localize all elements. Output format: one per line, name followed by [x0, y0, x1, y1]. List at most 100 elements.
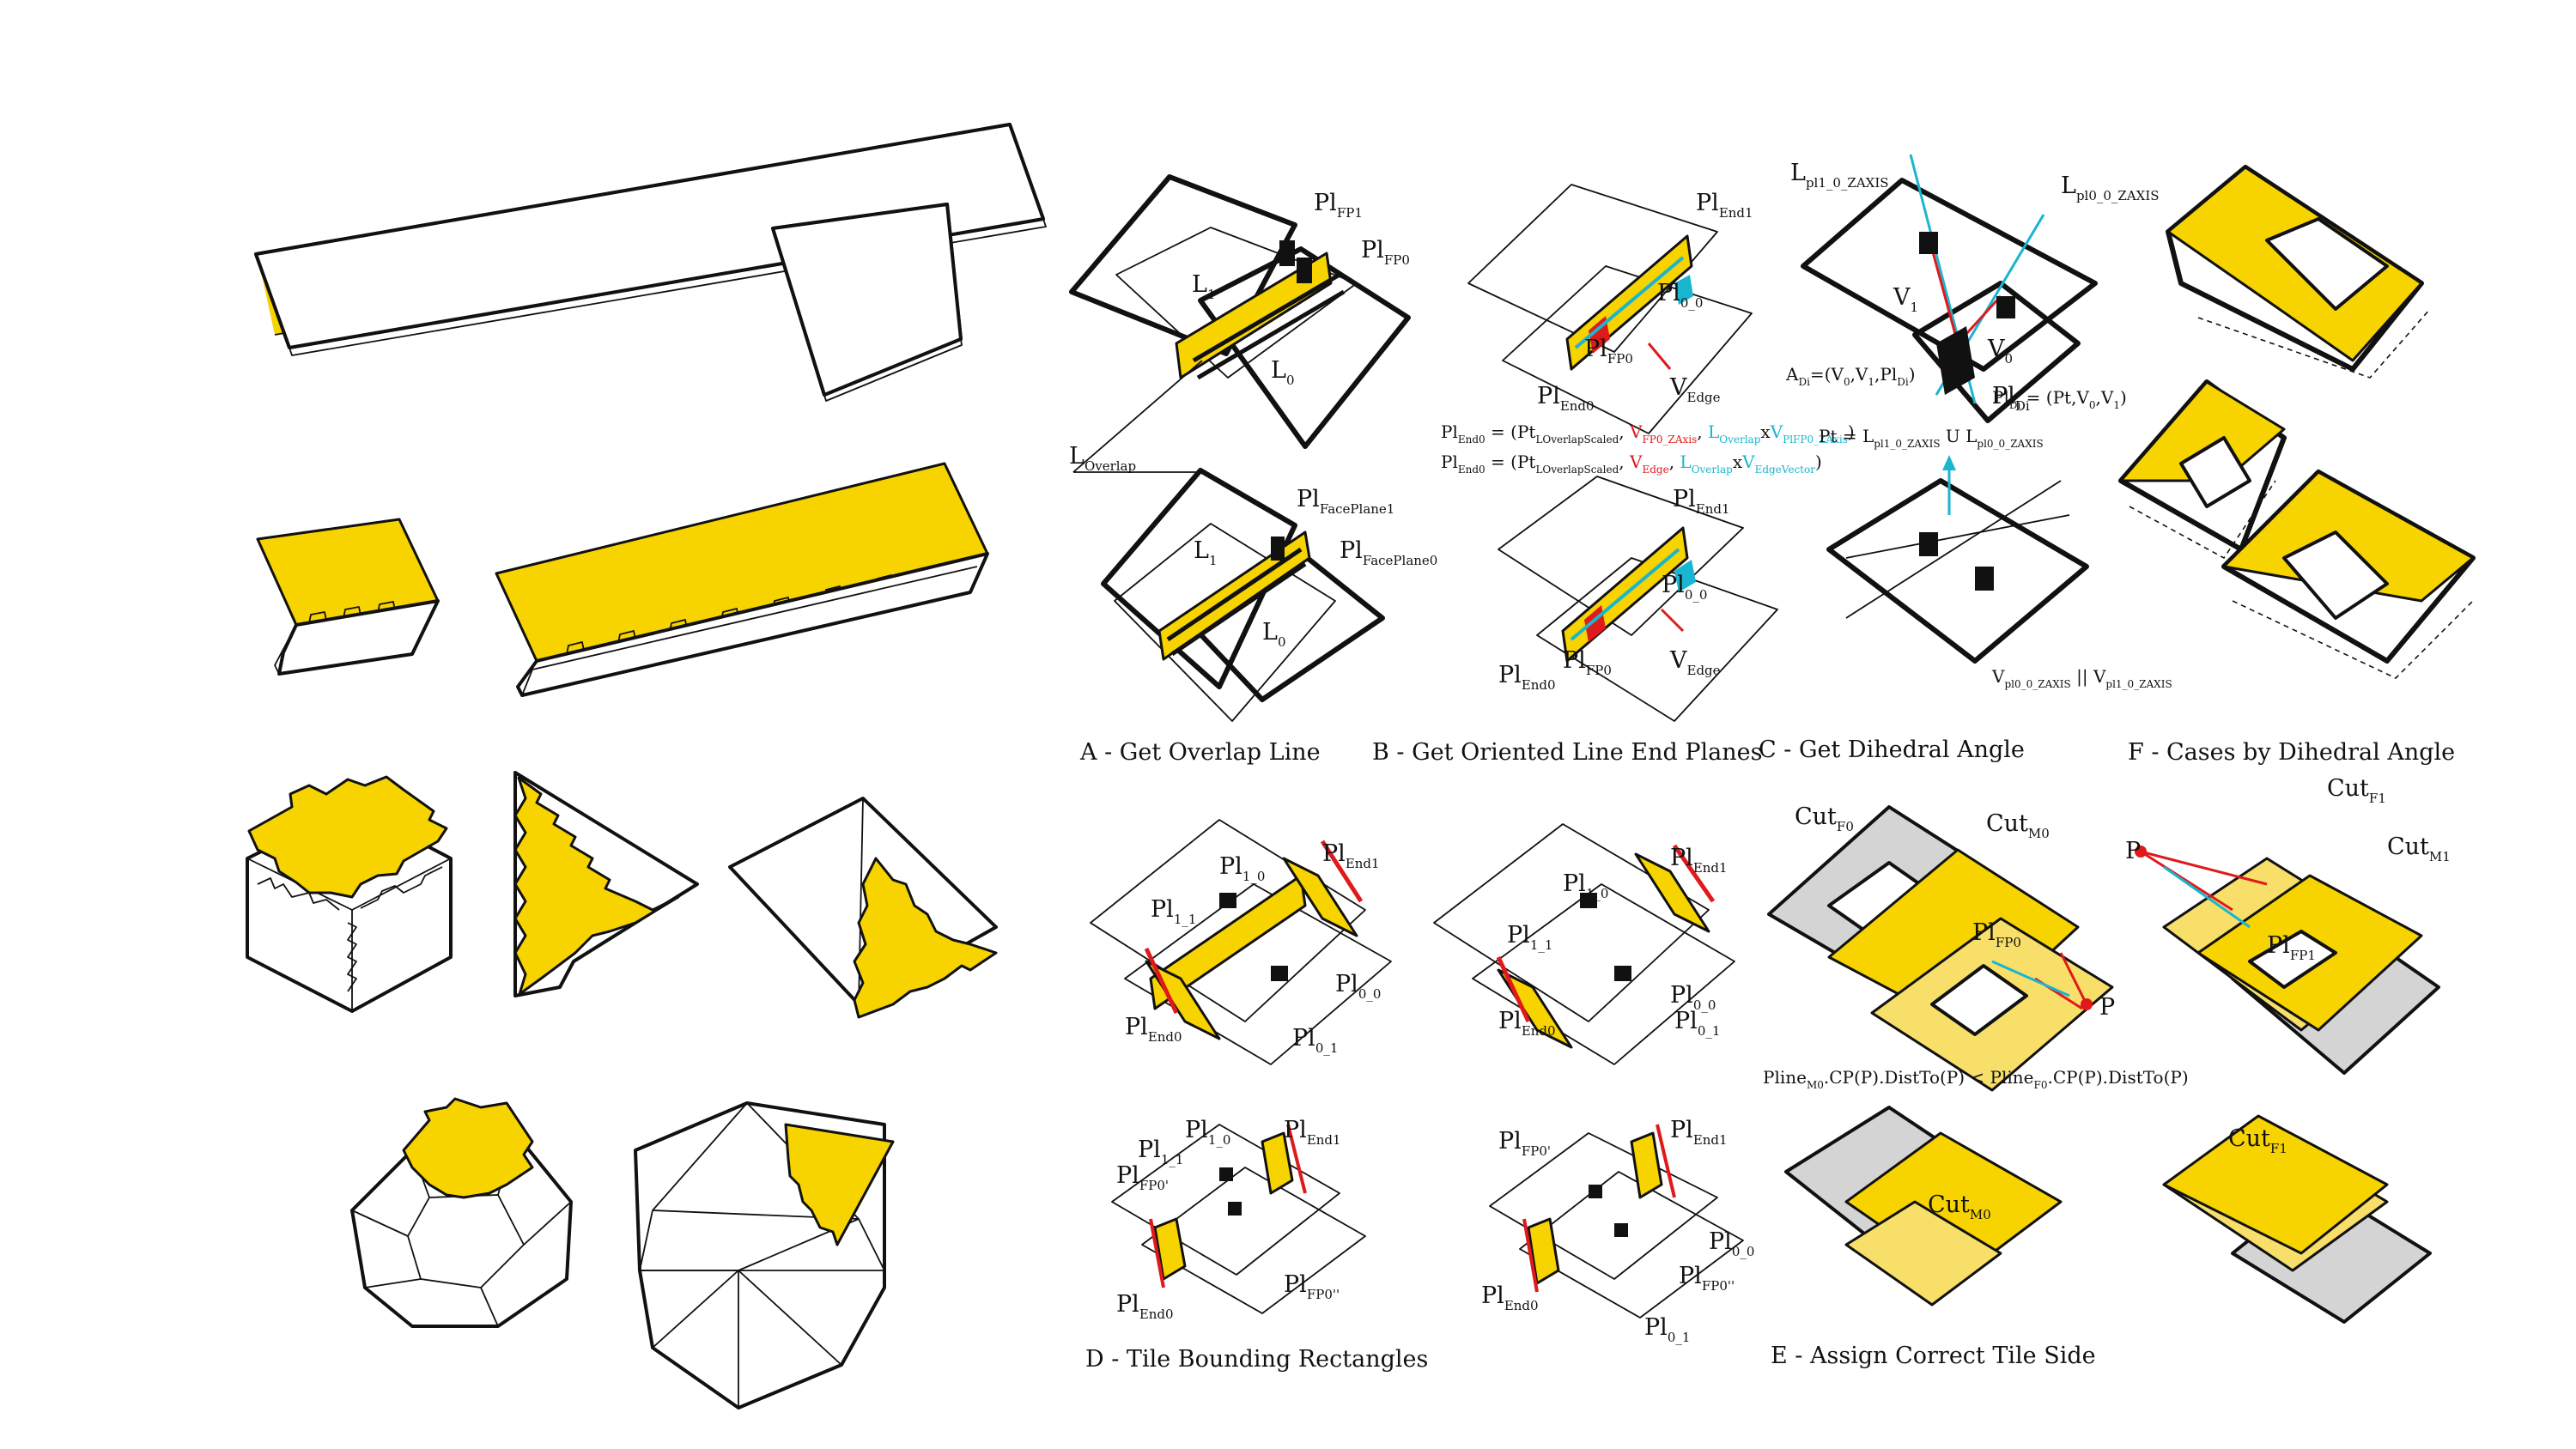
label-base: Cut: [1986, 810, 2028, 837]
label-d-9: Pl0_0: [1670, 982, 1716, 1013]
model-triangle-b: [728, 797, 998, 1019]
equation-term: ,: [1669, 452, 1680, 472]
equation-term: V: [1770, 421, 1783, 442]
left-models: [246, 123, 1047, 1410]
label-base: Pl: [1116, 1291, 1139, 1318]
label-b-1: Pl0_0: [1657, 280, 1703, 311]
label-base: V: [1669, 647, 1687, 674]
label-b-8: PlEnd0: [1498, 662, 1556, 693]
label-subscript: 1: [1911, 300, 1919, 315]
label-c-2: V1: [1893, 284, 1918, 315]
label-base: Pl: [1292, 1025, 1315, 1052]
label-b-2: PlFP0: [1584, 336, 1633, 367]
label-base: L: [1271, 357, 1286, 384]
panel-b: [1467, 184, 1778, 722]
label-base: Pl: [1507, 922, 1530, 949]
label-subscript: M1: [2429, 849, 2451, 864]
equation-term: ,Pl: [1874, 364, 1897, 385]
caption-d: D - Tile Bounding Rectangles: [1085, 1346, 1428, 1373]
label-subscript: 0_0: [1358, 986, 1382, 1002]
label-b-9: VEdge: [1669, 647, 1721, 678]
label-c-0: Lpl1_0_ZAXIS: [1790, 160, 1889, 191]
equation-term: Pt = L: [1819, 426, 1874, 446]
label-base: Pl: [1709, 1228, 1732, 1255]
label-base: Pl: [1335, 971, 1358, 997]
equation-term: ): [1848, 421, 1855, 442]
equation-term: ): [1909, 364, 1916, 385]
label-subscript: 1_1: [1530, 937, 1553, 953]
equation-subscript: 1: [1868, 376, 1874, 388]
label-b-5: PlEnd1: [1673, 486, 1730, 517]
label-subscript: End0: [1522, 677, 1556, 693]
label-base: Cut: [1795, 803, 1837, 830]
equation-term: V: [1741, 452, 1755, 472]
equation-c1: ADi=(V0,V1,PlDi): [1785, 364, 1916, 388]
label-d-23: Pl0_1: [1644, 1314, 1690, 1345]
label-subscript: End1: [1693, 860, 1728, 876]
label-subscript: FP0': [1139, 1178, 1169, 1193]
label-base: V: [1893, 284, 1911, 311]
label-subscript: Overlap: [1084, 458, 1136, 474]
label-base: Pl: [1361, 237, 1384, 264]
label-base: Pl: [1314, 190, 1337, 216]
equation-term: ,V: [1850, 364, 1868, 385]
label-base: Pl: [1537, 383, 1560, 409]
label-base: Pl: [1696, 190, 1719, 216]
equation-term: ,V: [2096, 387, 2114, 408]
label-subscript: 0_0: [1732, 1244, 1755, 1259]
equation-term: .CP(P).DistTo(P): [2047, 1067, 2188, 1088]
label-subscript: End1: [1719, 205, 1753, 221]
equation-term: V: [1629, 452, 1643, 472]
label-subscript: Edge: [1687, 663, 1721, 678]
label-subscript: End1: [1346, 856, 1380, 871]
label-f-4: CutF1: [2228, 1125, 2287, 1156]
label-d-12: Pl1_0: [1185, 1117, 1230, 1148]
equation-term: Pl: [1992, 387, 2009, 408]
label-b-0: PlEnd1: [1696, 190, 1753, 221]
label-subscript: 1_0: [1242, 869, 1266, 884]
model-dodecahedron: [350, 1097, 573, 1328]
label-a-3: L0: [1271, 357, 1294, 388]
equation-b1: PlEnd0 = (PtLOverlapScaled, VFP0_ZAxis, …: [1441, 421, 1855, 446]
label-subscript: 0_1: [1668, 1330, 1691, 1345]
label-base: V: [1987, 336, 2005, 362]
equation-term: || V: [2071, 666, 2106, 688]
label-base: Pl: [1670, 1117, 1693, 1143]
equation-subscript: Edge: [1642, 464, 1668, 476]
equation-subscript: PlFP0_ZAxis: [1783, 433, 1848, 446]
equation-term: =(V: [1810, 364, 1844, 385]
label-a-1: PlFP0: [1361, 237, 1410, 268]
label-subscript: Di: [2015, 398, 2030, 414]
label-base: Pl: [1657, 280, 1680, 306]
label-f-0: P: [2125, 838, 2141, 864]
label-base: L: [1790, 160, 1806, 186]
label-subscript: 0: [1278, 634, 1286, 650]
label-base: Cut: [2387, 834, 2429, 860]
equation-term: x: [1760, 421, 1771, 442]
label-subscript: 0_0: [1680, 295, 1704, 311]
equation-subscript: pl0_0_ZAXIS: [2004, 678, 2070, 690]
label-subscript: FP0'': [1702, 1278, 1735, 1294]
equation-subscript: End0: [1458, 464, 1485, 476]
model-triangle-a: [513, 771, 699, 997]
equation-c2: PlDi = (Pt,V0,V1): [1992, 387, 2127, 411]
label-a-6: PlFacePlane0: [1340, 537, 1437, 568]
caption-e: E - Assign Correct Tile Side: [1771, 1343, 2096, 1369]
label-subscript: 0_1: [1698, 1023, 1721, 1039]
label-subscript: 0: [2005, 351, 2014, 367]
label-base: Cut: [2327, 775, 2369, 802]
equation-term: Pline: [1763, 1067, 1807, 1088]
label-subscript: pl0_0_ZAXIS: [2076, 188, 2160, 203]
equation-term: .CP(P).DistTo(P) < Pline: [1824, 1067, 2034, 1088]
label-base: L: [2061, 173, 2076, 199]
label-subscript: 1_0: [1586, 886, 1609, 901]
equation-term: ): [2120, 387, 2127, 408]
label-base: Pl: [1563, 647, 1586, 674]
label-f-3: PlFP1: [2267, 932, 2316, 963]
label-base: Pl: [1138, 1137, 1161, 1163]
label-base: Pl: [1662, 572, 1685, 598]
model-folded-long: [495, 462, 989, 697]
label-base: Pl: [1284, 1117, 1307, 1143]
label-base: Pl: [1284, 1271, 1307, 1298]
